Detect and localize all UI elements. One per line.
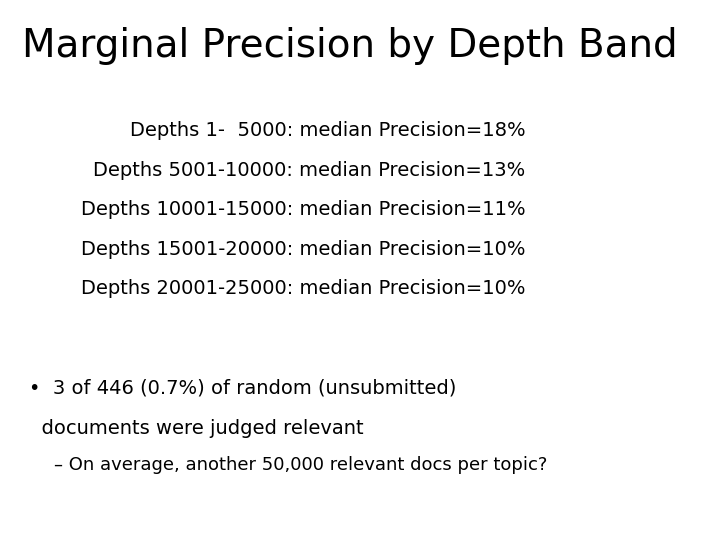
- Text: – On average, another 50,000 relevant docs per topic?: – On average, another 50,000 relevant do…: [54, 456, 547, 474]
- Text: Depths 1-  5000: median Precision=18%: Depths 1- 5000: median Precision=18%: [130, 122, 526, 140]
- Text: Depths 15001-20000: median Precision=10%: Depths 15001-20000: median Precision=10%: [81, 240, 526, 259]
- Text: Marginal Precision by Depth Band: Marginal Precision by Depth Band: [22, 27, 678, 65]
- Text: Depths 5001-10000: median Precision=13%: Depths 5001-10000: median Precision=13%: [94, 161, 526, 180]
- Text: •  3 of 446 (0.7%) of random (unsubmitted): • 3 of 446 (0.7%) of random (unsubmitted…: [29, 378, 456, 397]
- Text: Depths 10001-15000: median Precision=11%: Depths 10001-15000: median Precision=11%: [81, 200, 526, 219]
- Text: documents were judged relevant: documents were judged relevant: [29, 418, 364, 437]
- Text: Depths 20001-25000: median Precision=10%: Depths 20001-25000: median Precision=10%: [81, 279, 526, 298]
